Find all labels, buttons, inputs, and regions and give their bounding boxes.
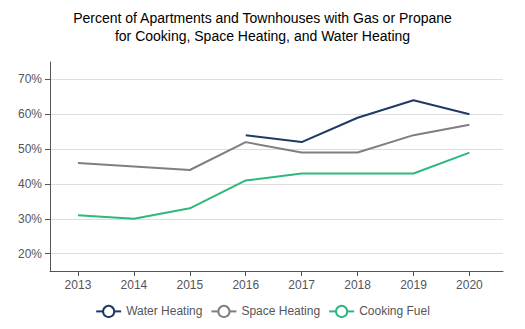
svg-text:2013: 2013	[65, 278, 92, 292]
svg-text:2016: 2016	[232, 278, 259, 292]
svg-text:20%: 20%	[18, 247, 42, 261]
svg-text:Percent of Apartments and Town: Percent of Apartments and Townhouses wit…	[73, 10, 452, 26]
svg-text:Cooking Fuel: Cooking Fuel	[359, 304, 430, 318]
svg-text:50%: 50%	[18, 142, 42, 156]
svg-text:2019: 2019	[400, 278, 427, 292]
svg-text:2017: 2017	[288, 278, 315, 292]
svg-text:60%: 60%	[18, 107, 42, 121]
svg-text:2018: 2018	[344, 278, 371, 292]
svg-text:40%: 40%	[18, 177, 42, 191]
svg-text:2015: 2015	[176, 278, 203, 292]
svg-text:2020: 2020	[456, 278, 483, 292]
svg-text:30%: 30%	[18, 212, 42, 226]
svg-text:70%: 70%	[18, 72, 42, 86]
svg-text:Water Heating: Water Heating	[126, 304, 202, 318]
svg-text:for Cooking, Space Heating, an: for Cooking, Space Heating, and Water He…	[115, 28, 410, 44]
svg-text:2014: 2014	[121, 278, 148, 292]
svg-text:Space Heating: Space Heating	[241, 304, 320, 318]
